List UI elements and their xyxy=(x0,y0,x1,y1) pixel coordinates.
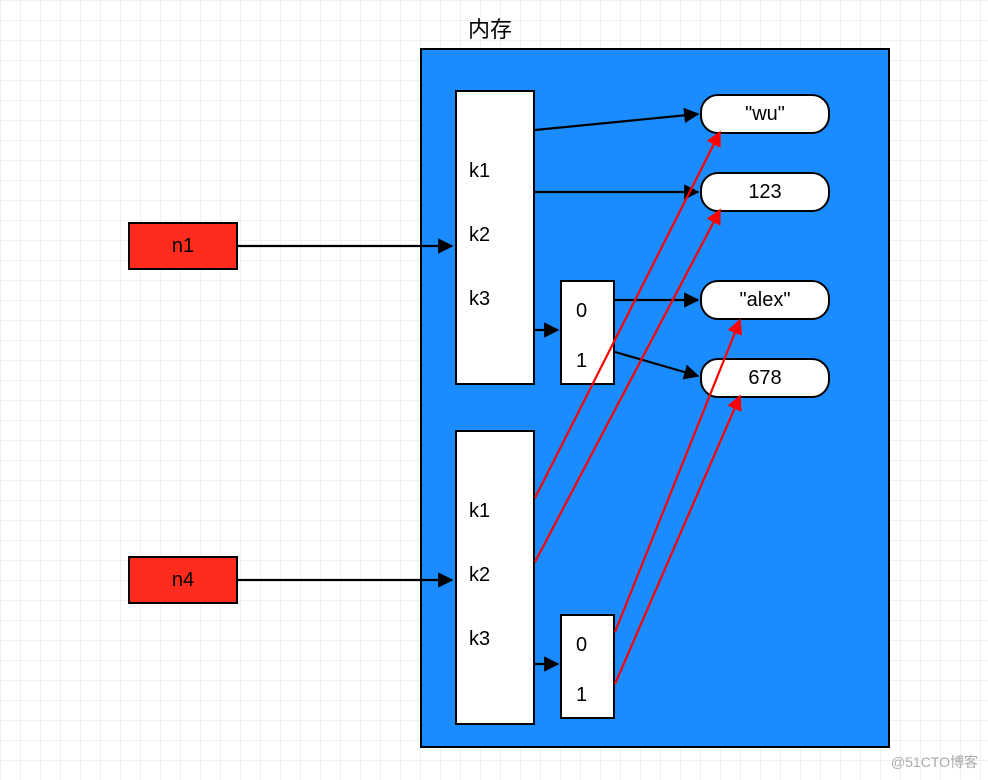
list2-index-0: 0 xyxy=(576,634,587,657)
value-wu: "wu" xyxy=(700,94,830,134)
value-678-label: 678 xyxy=(748,367,781,390)
list1-box: 0 1 xyxy=(560,280,615,385)
dict2-key-k1: k1 xyxy=(469,500,490,523)
value-alex: "alex" xyxy=(700,280,830,320)
memory-title: 内存 xyxy=(468,12,512,44)
list1-index-0: 0 xyxy=(576,300,587,323)
value-123: 123 xyxy=(700,172,830,212)
value-678: 678 xyxy=(700,358,830,398)
list1-index-1: 1 xyxy=(576,350,587,373)
value-alex-label: "alex" xyxy=(740,289,791,312)
variable-n1: n1 xyxy=(128,222,238,270)
variable-n4: n4 xyxy=(128,556,238,604)
list2-index-1: 1 xyxy=(576,684,587,707)
dict1-key-k3: k3 xyxy=(469,288,490,311)
variable-n4-label: n4 xyxy=(172,569,194,592)
value-123-label: 123 xyxy=(748,181,781,204)
variable-n1-label: n1 xyxy=(172,235,194,258)
dict2-box: k1 k2 k3 xyxy=(455,430,535,725)
dict1-key-k1: k1 xyxy=(469,160,490,183)
watermark: @51CTO博客 xyxy=(891,752,978,772)
value-wu-label: "wu" xyxy=(745,103,785,126)
diagram-canvas: 内存 n1 n4 k1 k2 k3 k1 k2 k3 0 1 0 1 "wu" … xyxy=(0,0,988,780)
dict2-key-k3: k3 xyxy=(469,628,490,651)
list2-box: 0 1 xyxy=(560,614,615,719)
dict1-key-k2: k2 xyxy=(469,224,490,247)
dict2-key-k2: k2 xyxy=(469,564,490,587)
dict1-box: k1 k2 k3 xyxy=(455,90,535,385)
